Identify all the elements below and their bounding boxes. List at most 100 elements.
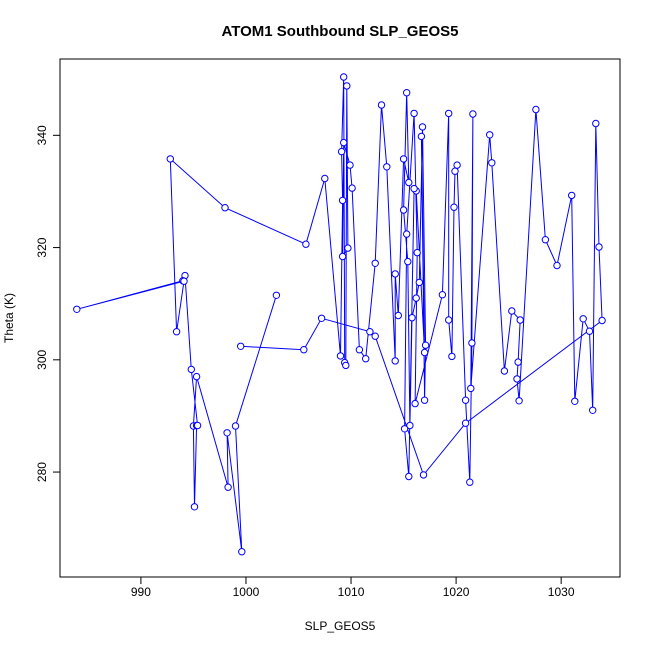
data-point	[553, 261, 561, 270]
data-point	[338, 252, 347, 261]
y-tick-label: 280	[35, 462, 49, 482]
data-point	[223, 429, 231, 437]
data-point	[410, 109, 418, 118]
data-point	[500, 367, 509, 375]
data-point	[321, 174, 329, 183]
data-point	[172, 328, 181, 336]
data-point	[579, 315, 587, 323]
data-point	[73, 305, 81, 313]
data-point	[391, 270, 399, 278]
data-point	[445, 316, 453, 324]
data-point	[340, 138, 348, 147]
data-point	[408, 314, 416, 322]
data-point	[192, 372, 201, 381]
data-point	[344, 244, 352, 252]
data-point	[448, 352, 456, 361]
data-point	[411, 399, 419, 408]
data-point	[238, 548, 246, 556]
data-point	[419, 471, 428, 479]
data-point	[592, 119, 600, 128]
data-point	[413, 248, 421, 257]
data-point	[399, 155, 408, 163]
data-point	[366, 328, 374, 336]
data-point	[589, 406, 597, 414]
data-point	[221, 204, 229, 212]
data-point	[598, 316, 606, 325]
plot-frame	[59, 58, 621, 578]
data-point	[417, 132, 426, 141]
data-point	[391, 357, 399, 365]
data-point	[342, 361, 350, 370]
x-tick-label: 1030	[548, 585, 575, 599]
chart-title: ATOM1 Southbound SLP_GEOS5	[222, 23, 459, 40]
data-point	[377, 101, 386, 109]
x-tick-label: 1020	[443, 585, 470, 599]
data-point	[469, 110, 477, 118]
data-point	[508, 307, 516, 315]
data-point	[405, 472, 413, 481]
data-point	[302, 240, 310, 248]
data-point	[336, 352, 345, 360]
data-point	[371, 259, 379, 267]
data-point	[338, 196, 347, 205]
x-tick-label: 1010	[338, 585, 365, 599]
data-point	[451, 167, 459, 175]
data-point	[515, 397, 523, 405]
x-axis: 990 1000 1010 1020 1030	[131, 577, 575, 599]
data-point	[272, 291, 281, 299]
data-point	[420, 396, 429, 404]
data-point	[383, 163, 391, 171]
data-point	[421, 341, 430, 349]
data-point	[514, 358, 522, 366]
data-point	[568, 191, 576, 200]
data-point	[300, 346, 308, 354]
data-point	[467, 384, 475, 393]
y-axis: 280 300 320 340	[35, 125, 60, 482]
x-tick-label: 1000	[233, 585, 260, 599]
y-tick-label: 320	[35, 237, 49, 257]
data-point	[468, 339, 476, 347]
data-point	[418, 123, 427, 131]
data-point	[317, 314, 326, 322]
data-point	[166, 155, 175, 163]
data-point	[405, 178, 413, 187]
data-point	[466, 478, 474, 486]
data-point	[461, 396, 470, 404]
data-point	[231, 422, 240, 430]
data-point	[461, 419, 470, 427]
data-point	[571, 397, 579, 405]
data-point	[488, 159, 496, 167]
data-point	[343, 82, 351, 90]
data-point	[513, 375, 521, 383]
data-point	[420, 348, 429, 357]
x-axis-label: SLP_GEOS5	[305, 619, 376, 633]
data-point	[585, 327, 594, 335]
x-tick-label: 990	[131, 585, 151, 599]
data-point	[532, 105, 540, 114]
data-point	[438, 291, 447, 299]
data-point	[340, 73, 348, 81]
y-tick-label: 340	[35, 125, 49, 145]
data-point	[541, 236, 550, 244]
data-point	[453, 161, 461, 169]
data-point	[400, 425, 409, 433]
data-point	[406, 421, 414, 430]
data-point	[237, 342, 245, 350]
data-point	[403, 230, 411, 238]
data-point	[371, 332, 379, 340]
series-layer	[73, 73, 606, 556]
data-point	[415, 278, 423, 287]
data-point	[486, 131, 494, 139]
data-point	[355, 346, 364, 354]
data-point	[410, 184, 418, 193]
data-point	[190, 503, 199, 511]
data-point	[180, 277, 188, 285]
data-point	[516, 316, 524, 324]
data-point	[187, 365, 196, 374]
data-point	[394, 311, 402, 320]
data-point	[595, 243, 603, 251]
y-axis-label: Theta (K)	[2, 293, 16, 343]
y-tick-label: 300	[35, 349, 49, 369]
